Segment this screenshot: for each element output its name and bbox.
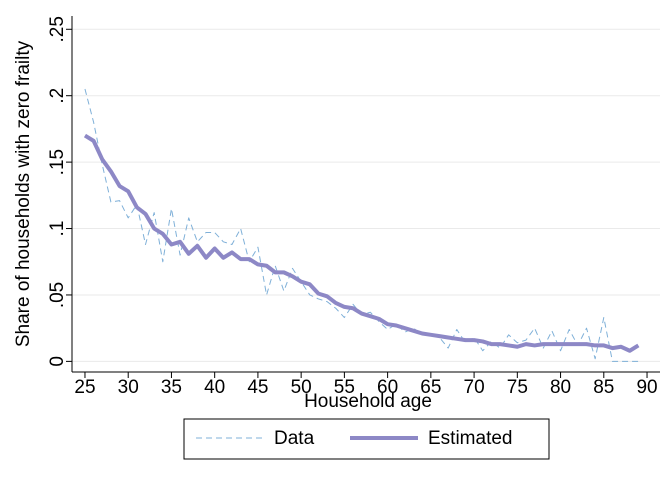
x-tick-label: 85 bbox=[593, 377, 614, 398]
data-line bbox=[84, 88, 639, 362]
x-axis-label: Household age bbox=[304, 391, 432, 412]
x-tick-label: 70 bbox=[464, 377, 485, 398]
x-tick-label: 35 bbox=[161, 377, 182, 398]
x-tick-label: 30 bbox=[118, 377, 139, 398]
x-tick-label: 40 bbox=[204, 377, 225, 398]
y-tick-label: .05 bbox=[47, 282, 68, 308]
x-tick-label: 90 bbox=[636, 377, 657, 398]
y-tick-label: .2 bbox=[47, 88, 68, 104]
legend-label: Data bbox=[274, 428, 315, 449]
legend-box bbox=[183, 418, 550, 460]
x-tick-label: 50 bbox=[291, 377, 312, 398]
x-tick-label: 25 bbox=[74, 377, 95, 398]
x-tick-label: 75 bbox=[507, 377, 528, 398]
y-tick-label: .25 bbox=[47, 16, 68, 42]
x-tick-label: 80 bbox=[550, 377, 571, 398]
x-tick-label: 65 bbox=[420, 377, 441, 398]
y-tick-label: .15 bbox=[47, 149, 68, 175]
y-tick-label: .1 bbox=[47, 221, 68, 237]
x-tick-label: 45 bbox=[247, 377, 268, 398]
data-line bbox=[83, 133, 640, 353]
x-tick-label: 55 bbox=[334, 377, 355, 398]
legend-label: Estimated bbox=[428, 428, 512, 449]
x-tick-label: 60 bbox=[377, 377, 398, 398]
y-axis-label: Share of households with zero frailty bbox=[13, 40, 34, 347]
y-tick-label: 0 bbox=[47, 356, 68, 367]
